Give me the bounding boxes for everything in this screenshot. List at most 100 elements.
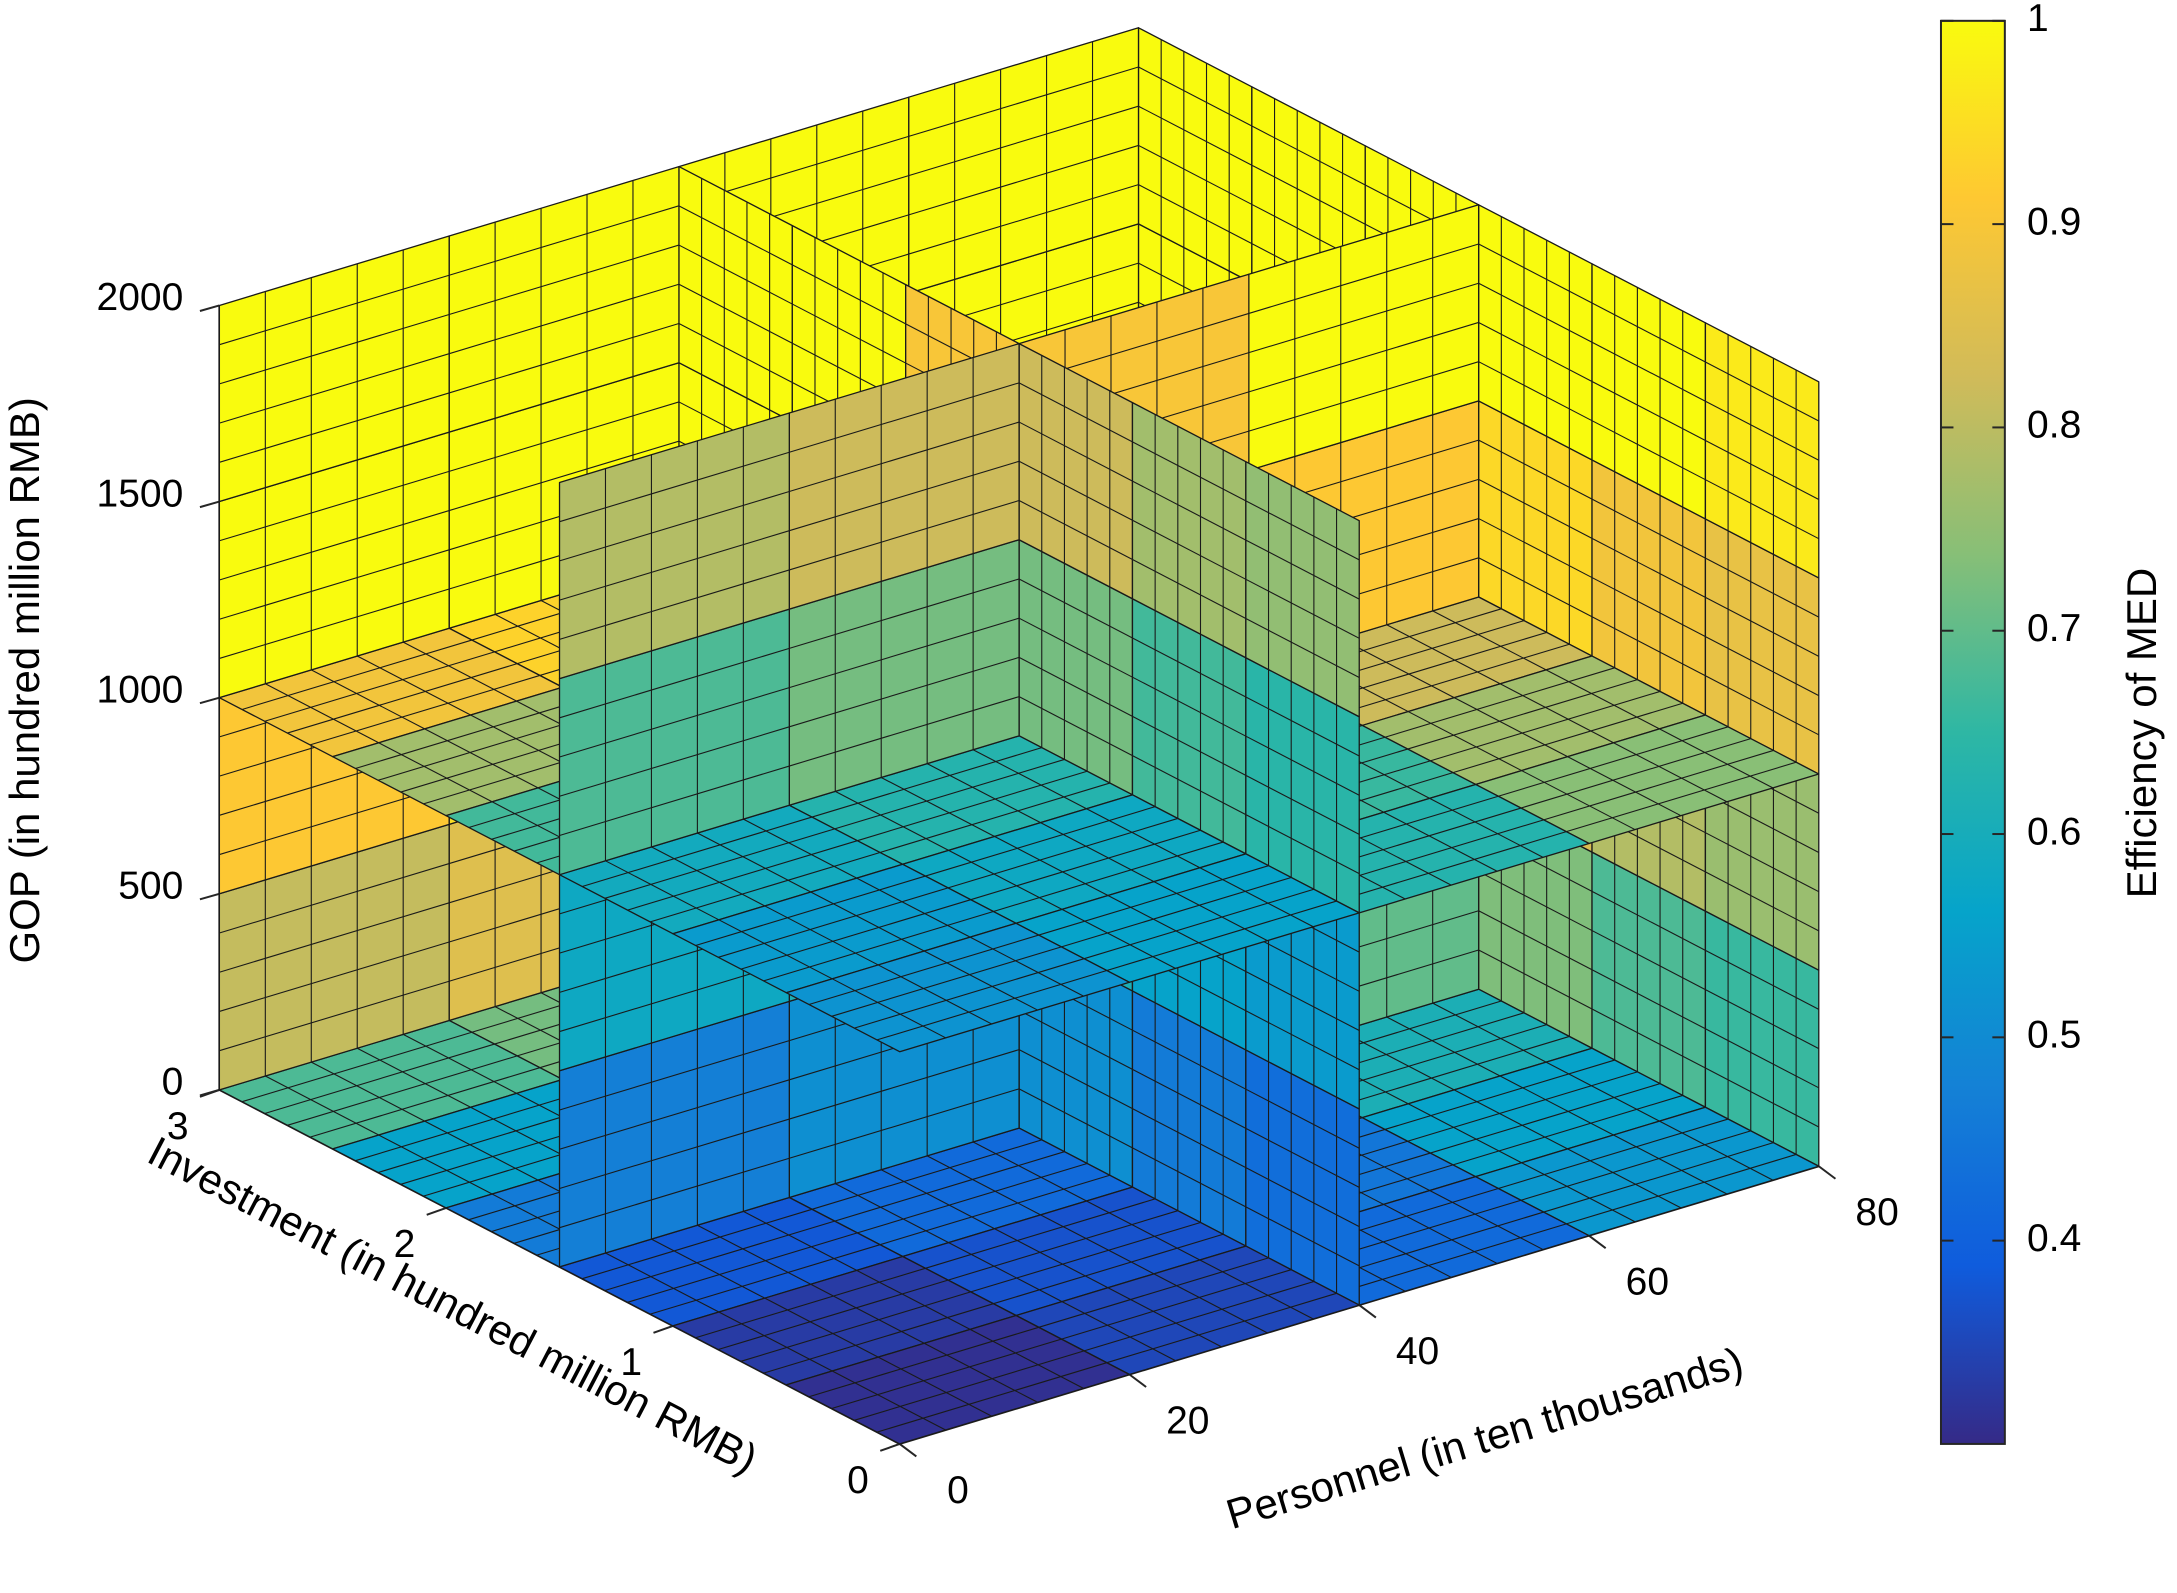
slice-cell: [218, 235, 450, 503]
colorbar-tick-label: 0.8: [2027, 404, 2081, 447]
mesh-line: [695, 1267, 926, 1339]
mesh-line: [856, 1269, 971, 1330]
mesh-line: [1453, 697, 1568, 758]
mesh-line: [1498, 1118, 1729, 1189]
mesh-line: [219, 549, 450, 620]
mesh-line: [1705, 361, 1820, 422]
mesh-line: [969, 1328, 1084, 1389]
mesh-line: [264, 1043, 495, 1115]
mesh-line: [908, 184, 1139, 255]
mesh-line: [309, 1067, 541, 1138]
mesh-line: [1248, 243, 1479, 314]
colorbar-title: Efficiency of MED: [2118, 568, 2165, 899]
mesh-line: [1520, 1130, 1751, 1201]
mesh-line: [1567, 756, 1682, 817]
mesh-line: [1659, 1120, 1774, 1181]
mesh-line: [1499, 1075, 1614, 1136]
mesh-line: [1153, 1273, 1268, 1334]
mesh-line: [1132, 637, 1247, 698]
mesh-line: [948, 849, 1063, 910]
mesh-line: [448, 283, 680, 355]
mesh-line: [854, 1350, 1085, 1421]
mesh-line: [1705, 636, 1820, 697]
mesh-line: [876, 1362, 1107, 1433]
mesh-line: [559, 490, 790, 562]
mesh-line: [1018, 500, 1133, 561]
mesh-line: [1430, 690, 1661, 762]
mesh-line: [1107, 895, 1222, 956]
mesh-line: [559, 687, 790, 758]
mesh-line: [378, 742, 493, 803]
mesh-line: [877, 1356, 992, 1417]
mesh-line: [880, 1169, 995, 1230]
mesh-line: [1199, 1259, 1314, 1320]
mesh-line: [219, 392, 450, 463]
mesh-line: [1245, 500, 1360, 561]
mesh-line: [559, 451, 790, 523]
mesh-line: [854, 958, 1085, 1029]
z-tick-label: 1000: [97, 668, 184, 711]
mesh-line: [1545, 1061, 1660, 1122]
mesh-line: [424, 1120, 539, 1181]
mesh-line: [835, 790, 949, 851]
mesh-line: [1245, 1206, 1360, 1267]
y-tick-label: 0: [847, 1459, 869, 1502]
mesh-line: [1520, 738, 1751, 809]
x-tick: [1358, 1304, 1377, 1319]
mesh-line: [356, 1047, 471, 1108]
mesh-line: [1339, 1035, 1570, 1107]
mesh-line: [994, 836, 1109, 897]
mesh-line: [1107, 1287, 1222, 1348]
mesh-line: [1245, 971, 1360, 1032]
z-tick: [199, 696, 220, 705]
mesh-line: [1245, 618, 1360, 679]
mesh-line: [1521, 770, 1636, 831]
mesh-line: [448, 440, 680, 512]
mesh-line: [740, 1291, 971, 1362]
mesh-line: [808, 1326, 1039, 1398]
mesh-line: [627, 840, 858, 911]
colorbar-tick-label: 1: [2027, 0, 2049, 40]
mesh-line: [1083, 888, 1315, 960]
mesh-line: [1705, 675, 1820, 736]
mesh-line: [834, 758, 1065, 830]
mesh-line: [789, 499, 1020, 571]
mesh-line: [1591, 302, 1706, 363]
mesh-line: [856, 877, 971, 938]
mesh-line: [1499, 683, 1614, 744]
mesh-line: [1591, 341, 1706, 402]
mesh-line: [287, 1055, 518, 1126]
mesh-line: [1248, 282, 1479, 354]
mesh-line: [356, 655, 471, 716]
mesh-line: [219, 941, 450, 1012]
mesh-line: [627, 1232, 858, 1303]
z-tick-label: 500: [118, 865, 183, 908]
slice-cell: [1245, 460, 1360, 718]
mesh-line: [718, 919, 833, 980]
slice-cell: [785, 1314, 1131, 1445]
mesh-line: [1132, 1029, 1247, 1090]
mesh-line: [1132, 559, 1247, 620]
mesh-line: [792, 264, 906, 325]
colorbar: [1939, 19, 2006, 1445]
z-tick-label: 1500: [97, 472, 184, 515]
x-tick-label: 60: [1626, 1261, 1669, 1304]
mesh-line: [1018, 460, 1133, 521]
mesh-line: [559, 1079, 790, 1150]
colorbar-tick-label: 0.6: [2027, 810, 2081, 853]
mesh-line: [378, 1134, 493, 1195]
mesh-line: [241, 1031, 472, 1103]
mesh-line: [1498, 726, 1729, 797]
mesh-line: [1430, 1083, 1661, 1154]
mesh-line: [582, 1208, 813, 1280]
mesh-line: [1591, 420, 1706, 481]
mesh-line: [1432, 610, 1547, 671]
mesh-line: [810, 891, 925, 952]
mesh-line: [1591, 616, 1706, 677]
mesh-line: [972, 1141, 1087, 1202]
mesh-line: [993, 841, 1224, 913]
z-tick: [199, 500, 220, 509]
mesh-line: [605, 1252, 720, 1313]
mesh-line: [1613, 1134, 1728, 1195]
mesh-line: [970, 829, 1201, 901]
